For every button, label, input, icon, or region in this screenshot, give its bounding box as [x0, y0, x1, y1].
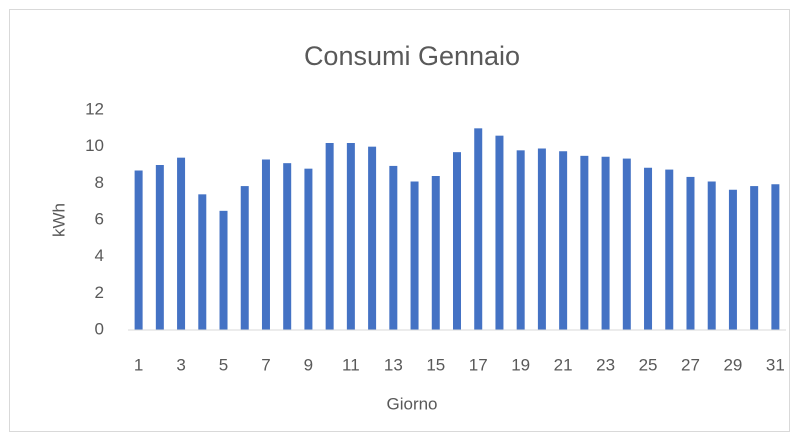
- bar: [134, 170, 143, 330]
- bar: [304, 168, 313, 330]
- y-tick-label: 6: [95, 209, 104, 228]
- chart-title: Consumi Gennaio: [304, 41, 520, 71]
- y-axis-label: kWh: [49, 203, 68, 237]
- x-tick-label: 11: [342, 355, 360, 374]
- bar: [240, 186, 249, 330]
- bar: [644, 167, 653, 330]
- x-tick-label: 3: [176, 355, 185, 374]
- y-tick-label: 10: [85, 136, 104, 155]
- bar: [686, 176, 695, 330]
- bar: [261, 159, 270, 330]
- x-tick-label: 1: [134, 355, 143, 374]
- x-tick-label: 29: [723, 355, 742, 374]
- bar: [453, 152, 461, 330]
- y-tick-label: 4: [95, 246, 104, 265]
- bar: [771, 184, 780, 330]
- bar: [707, 181, 716, 330]
- x-tick-label: 7: [261, 355, 270, 374]
- y-tick-label: 2: [95, 283, 104, 302]
- x-tick-label: 25: [639, 355, 658, 374]
- bar: [155, 165, 164, 330]
- bar: [431, 176, 440, 330]
- bar: [474, 128, 483, 330]
- bar: [325, 143, 334, 330]
- bar: [750, 186, 759, 330]
- bar: [219, 210, 228, 330]
- x-tick-label: 13: [384, 355, 403, 374]
- bar: [177, 157, 186, 330]
- bar: [283, 163, 292, 330]
- bar: [410, 181, 419, 330]
- x-tick-label: 5: [219, 355, 228, 374]
- bar: [495, 135, 504, 330]
- x-tick-label: 27: [681, 355, 700, 374]
- x-tick-label: 15: [426, 355, 445, 374]
- x-tick-label: 17: [469, 355, 488, 374]
- bar: [198, 194, 207, 330]
- bar: [601, 156, 610, 330]
- bar: [389, 165, 398, 330]
- bar: [516, 150, 525, 330]
- bar: [346, 143, 355, 330]
- bar: [665, 169, 674, 330]
- y-tick-label: 8: [95, 173, 104, 192]
- bar: [580, 155, 589, 330]
- x-tick-label: 19: [511, 355, 530, 374]
- bar: [368, 146, 377, 330]
- x-tick-label: 23: [596, 355, 615, 374]
- x-axis-label: Giorno: [386, 394, 437, 413]
- x-tick-label: 9: [304, 355, 313, 374]
- bar: [559, 151, 568, 330]
- x-tick-label: 31: [766, 355, 785, 374]
- bar: [622, 158, 631, 330]
- y-tick-label: 0: [95, 319, 104, 338]
- x-tick-label: 21: [554, 355, 573, 374]
- bar: [728, 189, 737, 330]
- bar: [537, 148, 546, 330]
- y-tick-label: 12: [85, 99, 104, 118]
